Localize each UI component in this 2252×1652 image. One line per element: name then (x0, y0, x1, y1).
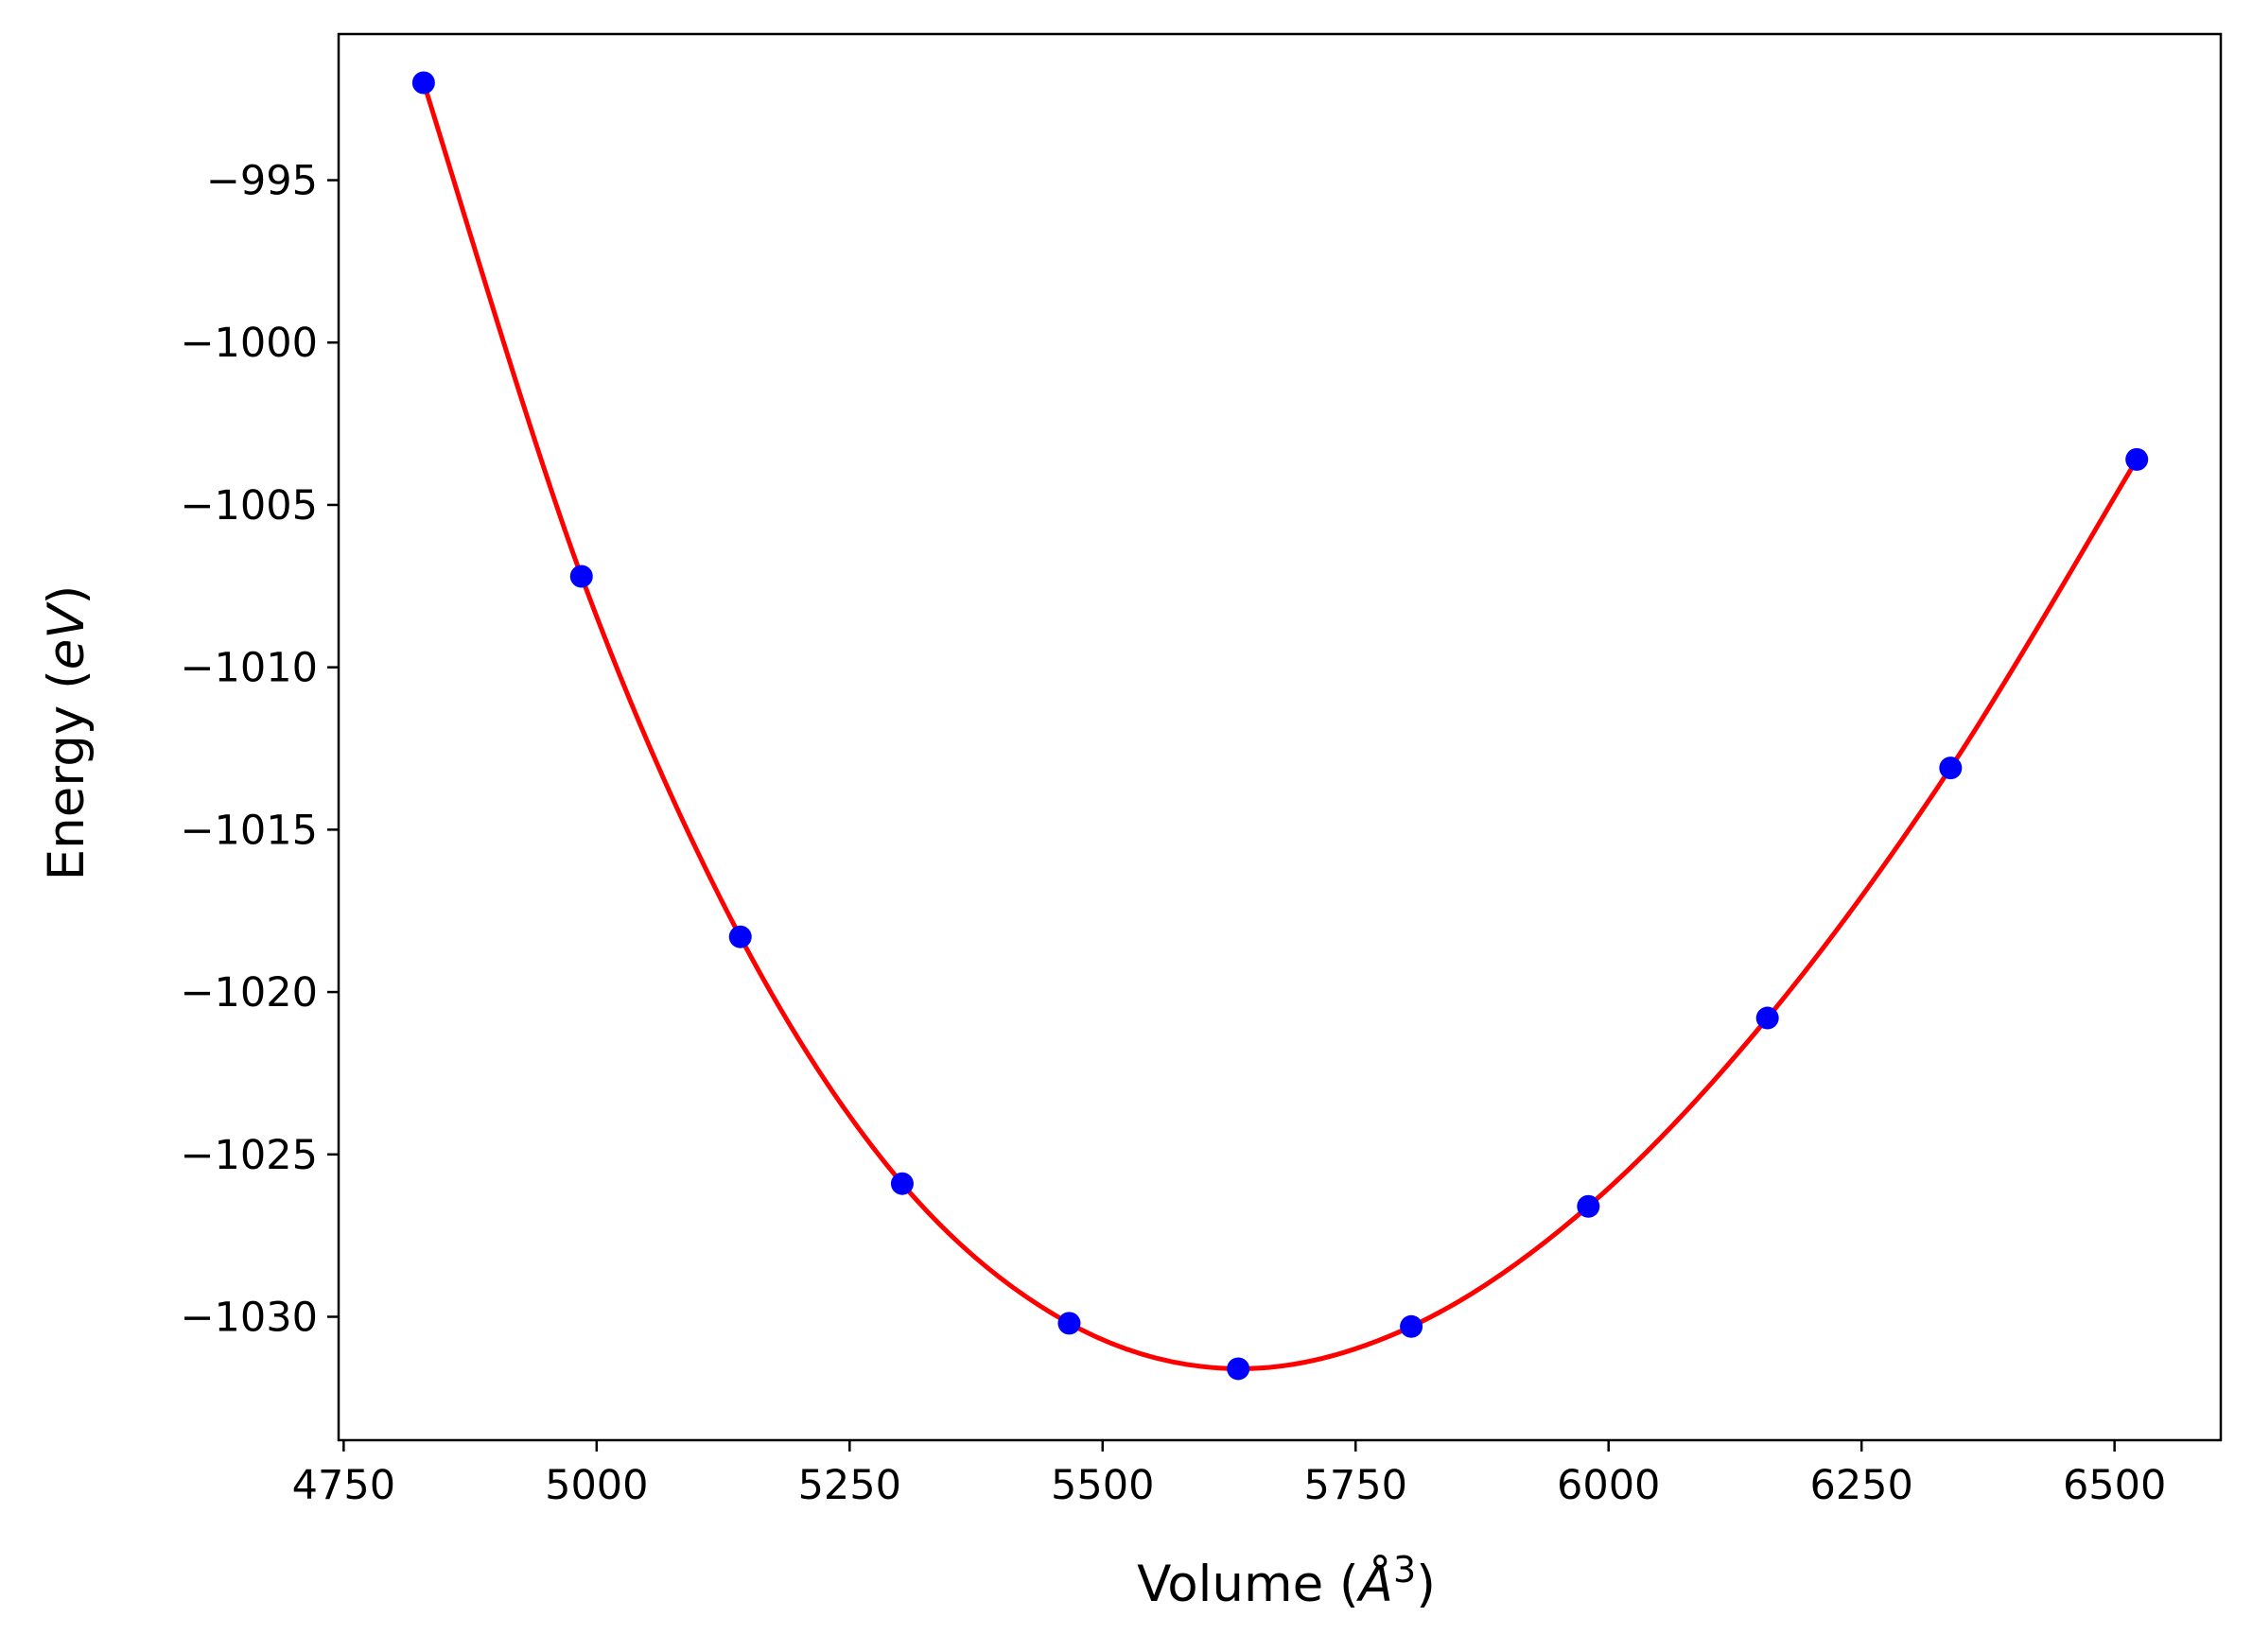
x-tick-label: 6250 (1809, 1462, 1912, 1509)
data-point (890, 1172, 914, 1195)
x-tick-label: 6000 (1557, 1462, 1660, 1509)
plot-frame (337, 32, 2223, 1442)
x-tick-label: 5750 (1304, 1462, 1407, 1509)
data-point (411, 71, 435, 95)
y-tick-label: −1005 (181, 482, 318, 530)
y-axis-ticks: −995 −1000 −1005 −1010 −1015 −1020 −1025 −1030 (181, 158, 339, 1342)
x-axis-ticks: 4750 5000 5250 5500 5750 6000 6250 6500 (292, 1440, 2166, 1509)
x-tick-label: 6500 (2063, 1462, 2166, 1509)
x-tick-label: 5000 (545, 1462, 648, 1509)
data-point (1577, 1194, 1600, 1218)
plot-content (411, 71, 2149, 1381)
y-tick-label: −1010 (181, 645, 318, 692)
y-tick-label: −1030 (181, 1295, 318, 1342)
y-tick-label: −995 (206, 158, 318, 205)
data-point (1400, 1314, 1423, 1338)
x-tick-label: 4750 (292, 1462, 395, 1509)
data-point (1057, 1312, 1081, 1335)
x-axis-title: Volume (Å3) (1137, 1549, 1436, 1613)
data-point (1939, 756, 1963, 780)
data-point (1755, 1006, 1779, 1030)
data-point (569, 565, 593, 588)
data-point (2125, 447, 2149, 471)
y-axis-title: Energy (eV) (38, 585, 96, 881)
data-point (1227, 1357, 1250, 1381)
y-tick-label: −1000 (181, 320, 318, 367)
y-tick-label: −1020 (181, 969, 318, 1017)
x-tick-label: 5250 (798, 1462, 901, 1509)
fit-curve (421, 81, 2139, 1371)
y-tick-label: −1015 (181, 807, 318, 854)
x-tick-label: 5500 (1051, 1462, 1154, 1509)
data-point (728, 925, 752, 948)
y-tick-label: −1025 (181, 1132, 318, 1179)
